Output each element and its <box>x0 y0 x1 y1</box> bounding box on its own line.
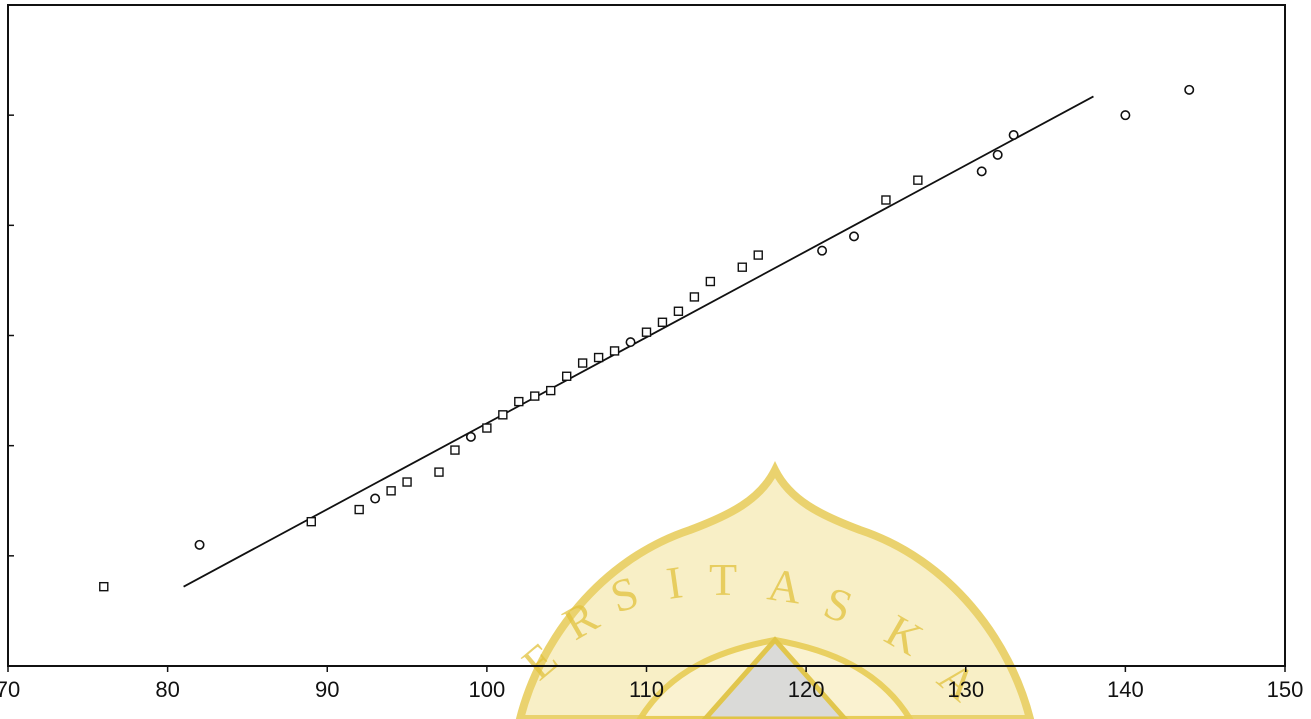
square-data-point <box>482 423 492 433</box>
circle-data-point <box>1120 110 1131 121</box>
x-tick-label: 130 <box>947 677 984 702</box>
circle-data-point <box>992 149 1003 160</box>
square-data-point <box>753 250 763 260</box>
circle-data-point <box>1008 129 1019 140</box>
x-axis-ticks: 70 80 90 100 110 120 130 140 150 <box>0 666 1303 702</box>
square-data-point <box>99 581 109 592</box>
x-tick-label: 80 <box>155 677 179 702</box>
circle-data-point <box>465 431 476 442</box>
x-tick-label: 100 <box>469 677 506 702</box>
square-data-point <box>450 445 460 455</box>
square-data-point <box>593 352 604 363</box>
square-data-point <box>737 262 747 272</box>
x-tick-label: 140 <box>1107 677 1144 702</box>
svg-text:I: I <box>663 556 685 609</box>
circle-data-point <box>1184 84 1195 95</box>
x-tick-label: 70 <box>0 677 20 702</box>
circle-data-point <box>976 166 987 177</box>
x-tick-label: 110 <box>629 677 664 702</box>
square-data-point <box>913 175 923 185</box>
circle-data-point <box>625 337 636 348</box>
square-data-point <box>498 410 508 420</box>
square-data-point <box>402 477 412 487</box>
university-seal-watermark: E R S I T A S K A <box>513 461 1035 719</box>
square-data-point <box>434 467 444 477</box>
seal-outer-arch <box>515 461 1035 719</box>
fit-line-group <box>183 95 1094 588</box>
square-data-point <box>577 358 588 368</box>
square-data-point <box>514 396 524 407</box>
circle-data-point <box>194 539 205 550</box>
square-data-point <box>530 391 540 401</box>
seal-center-diamond <box>701 636 849 719</box>
x-tick-label: 150 <box>1267 677 1304 702</box>
square-data-point <box>354 504 364 515</box>
square-data-point <box>673 306 684 316</box>
circle-data-point <box>817 245 828 256</box>
square-data-point <box>641 327 652 337</box>
y-axis-ticks <box>8 114 14 557</box>
circle-data-point <box>370 493 381 504</box>
square-data-point <box>689 292 700 302</box>
x-tick-label: 90 <box>315 677 339 702</box>
circle-data-point <box>849 231 860 242</box>
square-data-point <box>881 195 891 205</box>
square-data-point <box>561 371 572 381</box>
square-data-point <box>657 317 668 327</box>
data-points <box>99 84 1195 592</box>
x-tick-label: 120 <box>788 677 825 702</box>
svg-text:A: A <box>765 558 805 613</box>
svg-text:T: T <box>709 554 737 605</box>
fit-line <box>183 95 1094 588</box>
square-data-point <box>705 276 716 287</box>
square-data-point <box>546 385 556 396</box>
square-data-point <box>386 486 396 496</box>
square-data-point <box>609 346 620 356</box>
square-data-point <box>306 516 316 527</box>
